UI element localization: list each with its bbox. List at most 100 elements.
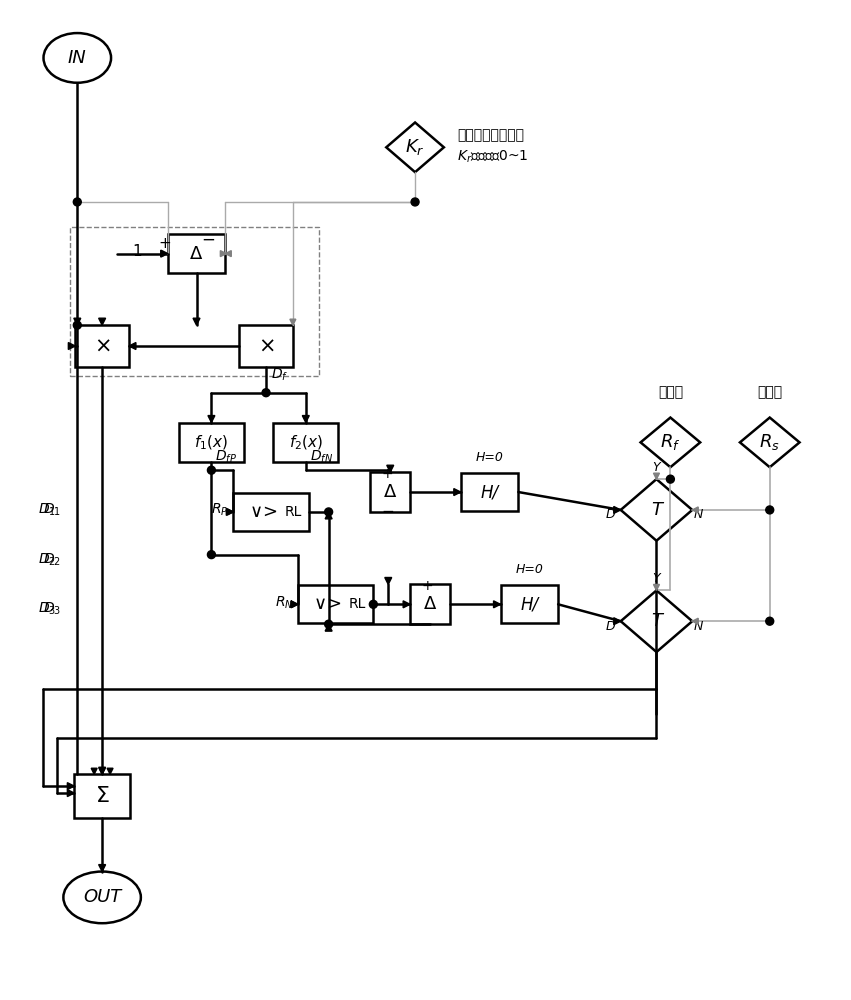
Bar	[74, 774, 130, 818]
Text: $\Delta$: $\Delta$	[190, 245, 203, 263]
Bar	[239, 325, 294, 367]
Polygon shape	[91, 768, 97, 774]
Bar	[460, 473, 518, 511]
Polygon shape	[325, 512, 332, 519]
Polygon shape	[385, 577, 391, 584]
Text: OUT: OUT	[83, 888, 121, 906]
Text: $D_2$: $D_2$	[43, 551, 60, 568]
Polygon shape	[325, 624, 332, 631]
Text: $\times$: $\times$	[94, 336, 111, 356]
Bar	[179, 423, 243, 462]
Polygon shape	[208, 416, 215, 423]
Text: $f_1(x)$: $f_1(x)$	[194, 433, 228, 452]
Circle shape	[73, 321, 81, 329]
Bar	[370, 472, 410, 512]
Text: $\Delta$: $\Delta$	[383, 483, 397, 501]
Bar	[168, 234, 226, 273]
Polygon shape	[99, 767, 106, 774]
Circle shape	[325, 508, 333, 516]
Text: RL: RL	[349, 597, 366, 611]
Text: $D_3$: $D_3$	[37, 601, 55, 617]
Polygon shape	[614, 618, 620, 625]
Text: Y: Y	[653, 461, 660, 474]
Polygon shape	[226, 508, 233, 515]
Text: $-$: $-$	[202, 230, 215, 248]
Text: +: +	[421, 579, 433, 593]
Circle shape	[666, 475, 674, 483]
Polygon shape	[227, 509, 233, 515]
Bar	[500, 585, 558, 623]
Circle shape	[262, 389, 270, 397]
Polygon shape	[67, 783, 74, 790]
Polygon shape	[68, 343, 75, 349]
Polygon shape	[107, 768, 113, 774]
Text: $D_f$: $D_f$	[271, 366, 288, 383]
Text: $\vee\!>$: $\vee\!>$	[248, 503, 277, 521]
Text: $D_{fP}$: $D_{fP}$	[215, 449, 237, 465]
Polygon shape	[403, 601, 410, 608]
Text: $R_P$: $R_P$	[210, 502, 228, 518]
Text: D: D	[606, 508, 615, 521]
Text: 1: 1	[132, 244, 142, 259]
Text: $\times$: $\times$	[258, 336, 274, 356]
Polygon shape	[161, 250, 168, 257]
Polygon shape	[292, 601, 298, 607]
Polygon shape	[386, 465, 394, 472]
Text: 快速率: 快速率	[658, 386, 683, 400]
Polygon shape	[291, 601, 298, 608]
Polygon shape	[614, 506, 620, 513]
Bar	[71, 227, 319, 376]
Circle shape	[766, 506, 774, 514]
Text: T: T	[651, 612, 662, 630]
Polygon shape	[129, 343, 136, 349]
Text: 阻尼作用分配系数: 阻尼作用分配系数	[457, 128, 524, 142]
Text: H/: H/	[520, 595, 539, 613]
Text: H=0: H=0	[476, 451, 504, 464]
Text: Y: Y	[653, 572, 660, 585]
Circle shape	[411, 198, 419, 206]
Text: $\Delta$: $\Delta$	[423, 595, 437, 613]
Polygon shape	[692, 507, 698, 513]
Polygon shape	[654, 584, 660, 590]
Text: +: +	[158, 236, 171, 251]
Polygon shape	[654, 473, 660, 479]
Polygon shape	[193, 318, 200, 325]
Circle shape	[766, 617, 774, 625]
Circle shape	[208, 466, 215, 474]
Bar	[298, 585, 374, 623]
Text: $K_r$: $K_r$	[405, 137, 425, 157]
Text: $-$: $-$	[380, 502, 394, 517]
Text: $-$: $-$	[420, 615, 433, 630]
Text: $D_3$: $D_3$	[43, 601, 60, 617]
Text: $R_s$: $R_s$	[759, 432, 780, 452]
Text: +: +	[381, 467, 393, 481]
Polygon shape	[302, 416, 309, 423]
Text: H=0: H=0	[516, 563, 543, 576]
Text: $D_2$: $D_2$	[37, 551, 55, 568]
Text: $R_f$: $R_f$	[660, 432, 681, 452]
Polygon shape	[454, 489, 460, 496]
Circle shape	[325, 620, 333, 628]
Polygon shape	[220, 251, 226, 257]
Polygon shape	[226, 251, 231, 257]
Bar	[75, 325, 129, 367]
Circle shape	[208, 551, 215, 559]
Polygon shape	[290, 319, 296, 325]
Text: $D_{fN}$: $D_{fN}$	[310, 449, 333, 465]
Text: N: N	[694, 620, 703, 633]
Text: 慢速率: 慢速率	[757, 386, 782, 400]
Text: $D_1$: $D_1$	[37, 502, 55, 518]
Polygon shape	[692, 618, 698, 624]
Circle shape	[73, 198, 81, 206]
Circle shape	[369, 600, 377, 608]
Text: N: N	[694, 508, 703, 521]
Bar	[410, 584, 450, 624]
Polygon shape	[100, 768, 106, 774]
Bar	[233, 493, 309, 531]
Text: D: D	[606, 620, 615, 633]
Text: $f_2(x)$: $f_2(x)$	[288, 433, 323, 452]
Text: H/: H/	[481, 483, 499, 501]
Polygon shape	[99, 865, 106, 872]
Text: $\Sigma$: $\Sigma$	[94, 786, 110, 806]
Polygon shape	[494, 601, 500, 608]
